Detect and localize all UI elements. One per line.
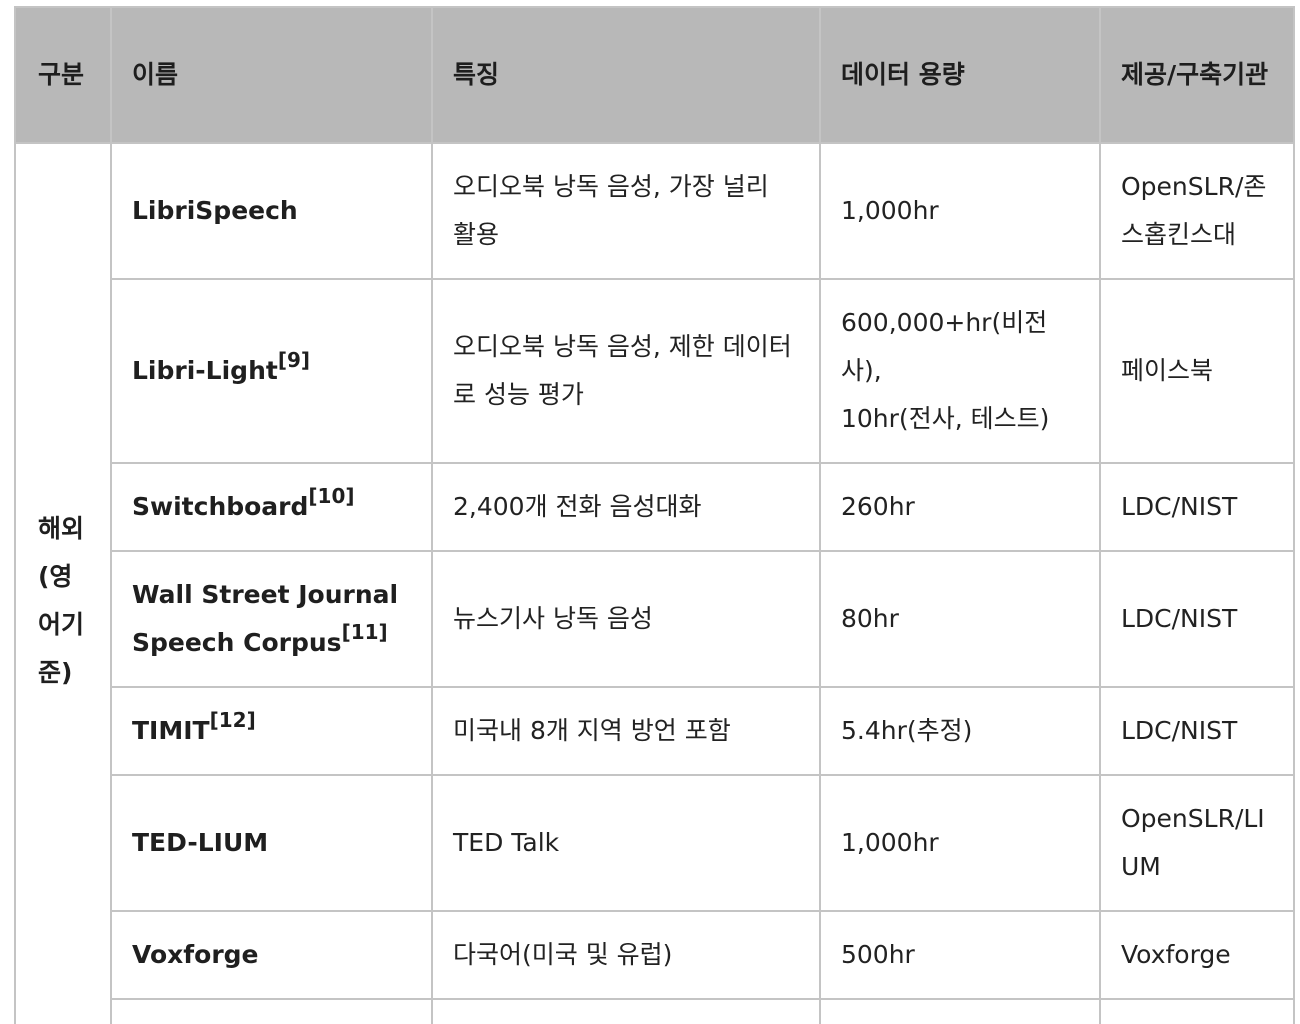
dataset-name-text: Switchboard [132, 492, 309, 521]
table-row: TED-LIUM TED Talk 1,000hr OpenSLR/LIUM [15, 774, 1295, 912]
dataset-provider: LDC/NIST [1099, 686, 1295, 776]
region-cell: 해외(영어기준) [14, 142, 112, 1024]
dataset-name-text: LibriSpeech [132, 196, 298, 225]
table-row: Switchboard[10] 2,400개 전화 음성대화 260hr LDC… [15, 462, 1295, 552]
reference-marker[interactable]: [10] [308, 483, 355, 508]
table-row: Voxforge 다국어(미국 및 유럽) 500hr Voxforge [15, 910, 1295, 1000]
dataset-name: Switchboard[10] [110, 462, 433, 552]
empty-cell [431, 998, 821, 1024]
dataset-size: 80hr [819, 550, 1101, 688]
dataset-size: 1,000hr [819, 774, 1101, 912]
empty-cell [819, 998, 1101, 1024]
header-name: 이름 [110, 6, 433, 144]
speech-dataset-table: 구분 이름 특징 데이터 용량 제공/구축기관 해외(영어기준) LibriSp… [14, 6, 1295, 1024]
dataset-name: TED-LIUM [110, 774, 433, 912]
reference-marker[interactable]: [9] [277, 347, 311, 372]
dataset-provider: LDC/NIST [1099, 462, 1295, 552]
dataset-size: 1,000hr [819, 142, 1101, 280]
dataset-name-text: TIMIT [132, 716, 210, 745]
dataset-size: 500hr [819, 910, 1101, 1000]
dataset-size-line: 600,000+hr(비전사), [841, 308, 1048, 385]
dataset-size: 600,000+hr(비전사), 10hr(전사, 테스트) [819, 278, 1101, 464]
dataset-name: Voxforge [110, 910, 433, 1000]
dataset-name: TIMIT[12] [110, 686, 433, 776]
dataset-size: 5.4hr(추정) [819, 686, 1101, 776]
dataset-name: LibriSpeech [110, 142, 433, 280]
dataset-name-text: Voxforge [132, 940, 259, 969]
dataset-features: 오디오북 낭독 음성, 제한 데이터로 성능 평가 [431, 278, 821, 464]
dataset-features: 미국내 8개 지역 방언 포함 [431, 686, 821, 776]
table-row: Wall Street Journal Speech Corpus[11] 뉴스… [15, 550, 1295, 688]
header-size: 데이터 용량 [819, 6, 1101, 144]
dataset-features: 오디오북 낭독 음성, 가장 널리 활용 [431, 142, 821, 280]
dataset-provider: LDC/NIST [1099, 550, 1295, 688]
dataset-features: 2,400개 전화 음성대화 [431, 462, 821, 552]
table-row: TIMIT[12] 미국내 8개 지역 방언 포함 5.4hr(추정) LDC/… [15, 686, 1295, 776]
dataset-provider: OpenSLR/LIUM [1099, 774, 1295, 912]
dataset-name-text: TED-LIUM [132, 828, 269, 857]
dataset-name: Wall Street Journal Speech Corpus[11] [110, 550, 433, 688]
dataset-name-text: Wall Street Journal Speech Corpus [132, 580, 399, 657]
table-row: Libri-Light[9] 오디오북 낭독 음성, 제한 데이터로 성능 평가… [15, 278, 1295, 464]
dataset-provider: 페이스북 [1099, 278, 1295, 464]
dataset-size-line: 10hr(전사, 테스트) [841, 404, 1050, 433]
table-row: 해외(영어기준) LibriSpeech 오디오북 낭독 음성, 가장 널리 활… [14, 142, 1295, 1024]
dataset-name: Libri-Light[9] [110, 278, 433, 464]
dataset-size: 260hr [819, 462, 1101, 552]
table-header-row: 구분 이름 특징 데이터 용량 제공/구축기관 [14, 6, 1295, 144]
dataset-provider: OpenSLR/존스홉킨스대 [1099, 142, 1295, 280]
empty-cell [110, 998, 433, 1024]
header-features: 특징 [431, 6, 821, 144]
empty-cell [1099, 998, 1295, 1024]
header-region: 구분 [14, 6, 112, 144]
dataset-features: 다국어(미국 및 유럽) [431, 910, 821, 1000]
table-row-partial [15, 998, 1295, 1024]
dataset-provider: Voxforge [1099, 910, 1295, 1000]
reference-marker[interactable]: [12] [209, 707, 256, 732]
dataset-name-text: Libri-Light [132, 356, 278, 385]
reference-marker[interactable]: [11] [341, 619, 388, 644]
dataset-features: TED Talk [431, 774, 821, 912]
dataset-features: 뉴스기사 낭독 음성 [431, 550, 821, 688]
header-provider: 제공/구축기관 [1099, 6, 1295, 144]
